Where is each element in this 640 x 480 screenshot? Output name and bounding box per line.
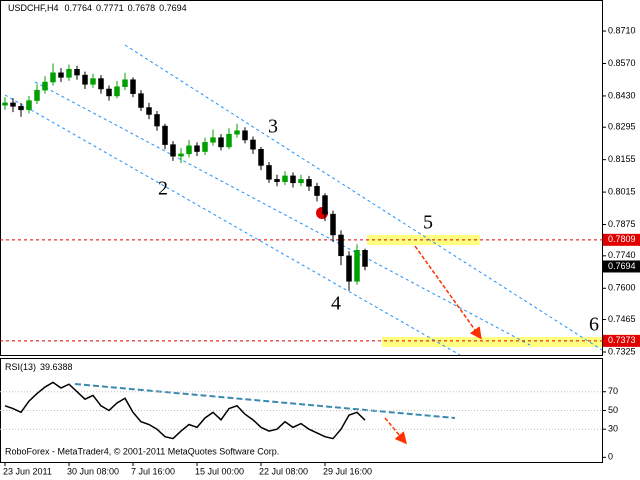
forecast-arrow: [414, 245, 482, 340]
y-tick-label: 0.8015: [608, 186, 636, 196]
footer: RoboForex - MetaTrader4, © 2001-2011 Met…: [5, 446, 279, 456]
y-tick-label: 0.7875: [608, 219, 636, 229]
candle-body: [2, 102, 8, 106]
candle-body: [138, 93, 144, 108]
y-tick-label: 0.8155: [608, 154, 636, 164]
y-tick-label: 0.8295: [608, 122, 636, 132]
quote-open: 0.7764: [65, 3, 93, 13]
candle-body: [98, 78, 104, 90]
wave-label: 6: [589, 314, 599, 336]
candle-body: [154, 114, 160, 127]
candle-body: [274, 179, 280, 182]
wave-label: 4: [331, 293, 341, 315]
candle-body: [290, 175, 296, 184]
main-panel-frame: [0, 0, 603, 356]
candle-body: [306, 179, 312, 187]
candle-body: [362, 250, 368, 267]
x-tick-label: 22 Jul 08:00: [259, 466, 308, 476]
candle-body: [282, 175, 288, 182]
rsi-trend-line: [74, 383, 456, 419]
x-tick-label: 30 Jun 08:00: [67, 466, 119, 476]
candle-body: [194, 145, 200, 152]
candle-body: [338, 234, 344, 257]
wave-label: 3: [268, 116, 278, 138]
y-tick-label: 0.8710: [608, 25, 636, 35]
rsi-name: RSI(13): [5, 362, 36, 372]
wave-label: 2: [158, 178, 168, 200]
y-tick-label: 0.7600: [608, 283, 636, 293]
x-tick-label: 29 Jul 16:00: [323, 466, 372, 476]
candle-body: [90, 78, 96, 85]
candle-body: [10, 102, 16, 107]
candle-body: [186, 145, 192, 155]
rsi-last: 39.6388: [40, 362, 73, 372]
price-label: 0.7694: [608, 261, 636, 271]
quote-close: 0.7694: [159, 3, 187, 13]
level-label-box: [603, 233, 640, 246]
candle-body: [146, 107, 152, 115]
y-tick-label: 0.8570: [608, 58, 636, 68]
candle-body: [178, 153, 184, 157]
candle-body: [258, 148, 264, 166]
rsi-title: RSI(13) 39.6388: [5, 362, 73, 372]
candle-body: [130, 79, 136, 94]
candle-body: [106, 88, 112, 97]
candle-body: [354, 250, 360, 282]
candle-body: [82, 74, 88, 85]
target-zone: [382, 337, 602, 347]
candle-body: [266, 165, 272, 180]
wave-label: 5: [423, 212, 433, 234]
candle-body: [42, 81, 48, 91]
x-tick-label: 7 Jul 16:00: [131, 466, 175, 476]
candle-body: [210, 137, 216, 143]
candle-body: [234, 130, 240, 135]
candle-body: [26, 100, 32, 111]
y-tick-label: 0.7740: [608, 250, 636, 260]
candle-body: [114, 86, 120, 97]
candle-body: [122, 79, 128, 87]
candle-body: [322, 195, 328, 215]
y-tick-label: 50: [608, 405, 618, 415]
rsi-line: [4, 381, 366, 440]
candle-body: [314, 186, 320, 196]
candle-body: [18, 106, 24, 111]
candle-body: [34, 89, 40, 101]
candle-body: [346, 255, 352, 282]
price-label-box: [603, 260, 640, 273]
candle-body: [74, 69, 80, 76]
candle-body: [250, 139, 256, 150]
candle-body: [226, 133, 232, 148]
quote-high: 0.7771: [96, 3, 124, 13]
x-tick-label: 23 Jun 2011: [3, 466, 52, 476]
forecast-arrow: [384, 417, 407, 445]
candle-body: [330, 213, 336, 236]
level-label: 0.7373: [608, 335, 636, 345]
level-label-box: [603, 334, 640, 347]
candle-body: [170, 144, 176, 157]
candle-body: [58, 72, 64, 78]
level-label: 0.7809: [608, 234, 636, 244]
candle-body: [298, 179, 304, 184]
y-tick-label: 0.8430: [608, 90, 636, 100]
symbol: USDCHF,H4: [8, 3, 59, 13]
candle-body: [50, 72, 56, 83]
y-tick-label: 70: [608, 386, 618, 396]
y-tick-label: 0.7465: [608, 314, 636, 324]
target-zone: [367, 235, 480, 245]
y-tick-label: 0: [608, 452, 613, 462]
channel-line: [124, 44, 603, 351]
candle-body: [202, 142, 208, 152]
candle-body: [218, 137, 224, 148]
candle-body: [66, 69, 72, 78]
y-tick-label: 0.7325: [608, 346, 636, 356]
candle-body: [242, 130, 248, 141]
candle-body: [162, 125, 168, 145]
y-tick-label: 30: [608, 424, 618, 434]
quote-low: 0.7678: [128, 3, 156, 13]
chart-title: USDCHF,H4 0.7764 0.7771 0.7678 0.7694: [8, 3, 187, 13]
x-tick-label: 15 Jul 00:00: [195, 466, 244, 476]
